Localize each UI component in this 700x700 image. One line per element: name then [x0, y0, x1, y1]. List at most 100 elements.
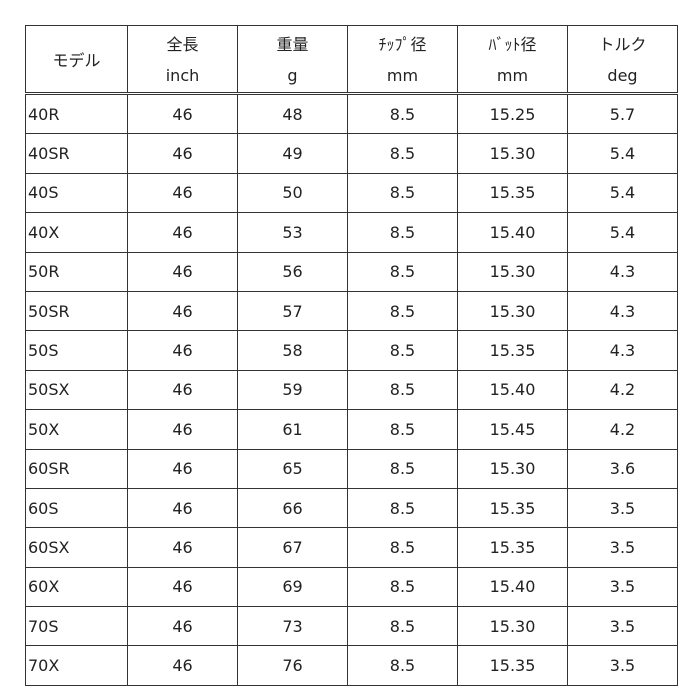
value-cell: 46: [127, 290, 238, 332]
value-cell: 46: [127, 172, 238, 214]
header-unit: deg: [567, 59, 678, 95]
value-cell: 15.30: [457, 290, 568, 332]
table-row: 40S 46 50 8.5 15.35 5.4: [25, 172, 678, 214]
value-cell: 8.5: [347, 566, 458, 608]
table-row: 60SX 46 67 8.5 15.35 3.5: [25, 527, 678, 568]
value-cell: 56: [237, 251, 348, 292]
value-cell: 4.2: [567, 369, 678, 411]
header-name: ﾁｯﾌﾟ径: [347, 25, 458, 59]
model-cell: 60S: [25, 487, 128, 529]
value-cell: 69: [237, 566, 348, 608]
table-row: 50S 46 58 8.5 15.35 4.3: [25, 330, 678, 371]
value-cell: 15.35: [457, 645, 568, 686]
table-row: 70X 46 76 8.5 15.35 3.5: [25, 645, 678, 686]
value-cell: 3.5: [567, 527, 678, 568]
model-cell: 40X: [25, 212, 128, 253]
model-cell: 70X: [25, 645, 128, 686]
value-cell: 8.5: [347, 487, 458, 529]
value-cell: 46: [127, 212, 238, 253]
header-unit: mm: [457, 59, 568, 95]
header-name: 全長: [127, 25, 238, 59]
value-cell: 53: [237, 212, 348, 253]
value-cell: 8.5: [347, 409, 458, 450]
table-row: 50SR 46 57 8.5 15.30 4.3: [25, 290, 678, 332]
value-cell: 3.5: [567, 566, 678, 608]
table-row: 40R 46 48 8.5 15.25 5.7: [25, 92, 678, 135]
value-cell: 15.35: [457, 172, 568, 214]
header-name: 重量: [237, 25, 348, 59]
header-unit: g: [237, 59, 348, 95]
value-cell: 8.5: [347, 133, 458, 174]
model-cell: 60SR: [25, 448, 128, 489]
value-cell: 46: [127, 409, 238, 450]
value-cell: 46: [127, 92, 238, 135]
value-cell: 15.35: [457, 330, 568, 371]
value-cell: 4.3: [567, 330, 678, 371]
value-cell: 4.3: [567, 251, 678, 292]
value-cell: 15.25: [457, 92, 568, 135]
value-cell: 4.2: [567, 409, 678, 450]
table-row: 50X 46 61 8.5 15.45 4.2: [25, 409, 678, 450]
header-model: モデル: [25, 25, 128, 95]
value-cell: 46: [127, 487, 238, 529]
header-name: トルク: [567, 25, 678, 59]
value-cell: 4.3: [567, 290, 678, 332]
model-cell: 60SX: [25, 527, 128, 568]
value-cell: 8.5: [347, 330, 458, 371]
value-cell: 57: [237, 290, 348, 332]
value-cell: 46: [127, 566, 238, 608]
value-cell: 73: [237, 606, 348, 647]
value-cell: 46: [127, 251, 238, 292]
model-cell: 50R: [25, 251, 128, 292]
value-cell: 5.7: [567, 92, 678, 135]
spec-table: モデル 全長 重量 ﾁｯﾌﾟ径 ﾊﾞｯﾄ径 トルク inch g mm mm deg 40R 46 48…: [25, 25, 678, 686]
model-cell: 50X: [25, 409, 128, 450]
value-cell: 3.6: [567, 448, 678, 489]
model-cell: 70S: [25, 606, 128, 647]
value-cell: 46: [127, 606, 238, 647]
table-row: 40SR 46 49 8.5 15.30 5.4: [25, 133, 678, 174]
table-row: 60S 46 66 8.5 15.35 3.5: [25, 487, 678, 529]
value-cell: 5.4: [567, 212, 678, 253]
header-name: ﾊﾞｯﾄ径: [457, 25, 568, 59]
value-cell: 5.4: [567, 172, 678, 214]
value-cell: 8.5: [347, 290, 458, 332]
value-cell: 59: [237, 369, 348, 411]
header-unit: mm: [347, 59, 458, 95]
value-cell: 3.5: [567, 645, 678, 686]
table-row: 50SX 46 59 8.5 15.40 4.2: [25, 369, 678, 411]
value-cell: 8.5: [347, 369, 458, 411]
value-cell: 15.30: [457, 606, 568, 647]
value-cell: 8.5: [347, 212, 458, 253]
value-cell: 3.5: [567, 606, 678, 647]
value-cell: 61: [237, 409, 348, 450]
model-cell: 40SR: [25, 133, 128, 174]
value-cell: 15.40: [457, 212, 568, 253]
value-cell: 46: [127, 645, 238, 686]
value-cell: 8.5: [347, 527, 458, 568]
value-cell: 5.4: [567, 133, 678, 174]
value-cell: 46: [127, 448, 238, 489]
value-cell: 65: [237, 448, 348, 489]
value-cell: 8.5: [347, 448, 458, 489]
model-cell: 40R: [25, 92, 128, 135]
model-cell: 50SR: [25, 290, 128, 332]
value-cell: 15.30: [457, 251, 568, 292]
value-cell: 15.45: [457, 409, 568, 450]
value-cell: 15.35: [457, 487, 568, 529]
model-cell: 60X: [25, 566, 128, 608]
model-cell: 50S: [25, 330, 128, 371]
table-row: 60SR 46 65 8.5 15.30 3.6: [25, 448, 678, 489]
header-unit: inch: [127, 59, 238, 95]
value-cell: 8.5: [347, 92, 458, 135]
model-cell: 40S: [25, 172, 128, 214]
value-cell: 8.5: [347, 251, 458, 292]
value-cell: 48: [237, 92, 348, 135]
table-row: 70S 46 73 8.5 15.30 3.5: [25, 606, 678, 647]
value-cell: 67: [237, 527, 348, 568]
table-row: 50R 46 56 8.5 15.30 4.3: [25, 251, 678, 292]
model-cell: 50SX: [25, 369, 128, 411]
value-cell: 50: [237, 172, 348, 214]
value-cell: 46: [127, 330, 238, 371]
value-cell: 76: [237, 645, 348, 686]
